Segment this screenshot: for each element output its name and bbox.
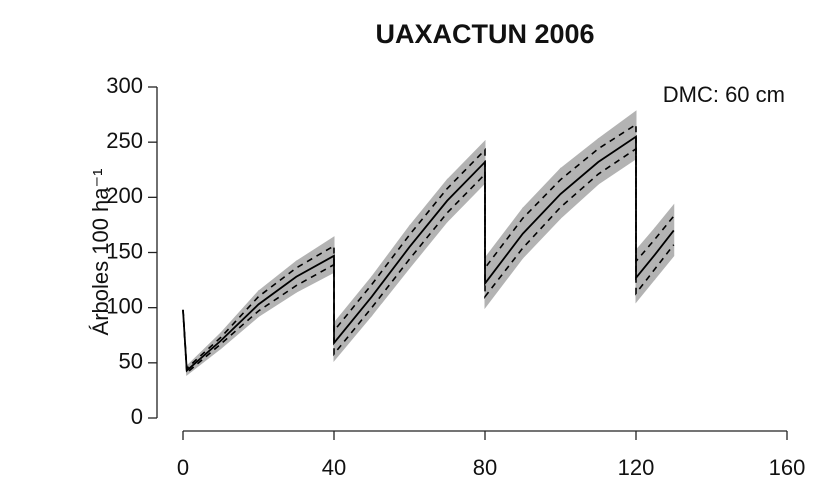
y-tick-label: 100 (106, 293, 143, 318)
mean-line (182, 134, 675, 373)
y-tick-label: 200 (106, 183, 143, 208)
annotation: DMC: 60 cm (663, 82, 785, 107)
y-axis-label: Árboles 100 ha⁻¹ (88, 169, 113, 336)
band (597, 110, 637, 186)
y-tick-label: 300 (106, 73, 143, 98)
band (258, 260, 297, 318)
y-tick-label: 0 (131, 404, 143, 429)
chart-title: UAXACTUN 2006 (375, 19, 594, 49)
x-tick-label: 0 (177, 455, 189, 480)
bound-line (182, 147, 675, 375)
y-tick-label: 250 (106, 128, 143, 153)
bound-line (182, 123, 675, 371)
x-tick-label: 160 (769, 455, 806, 480)
y-tick-label: 150 (106, 238, 143, 263)
x-tick-label: 120 (618, 455, 655, 480)
x-tick-label: 40 (322, 455, 346, 480)
x-tick-label: 80 (473, 455, 497, 480)
y-tick-label: 50 (119, 349, 143, 374)
